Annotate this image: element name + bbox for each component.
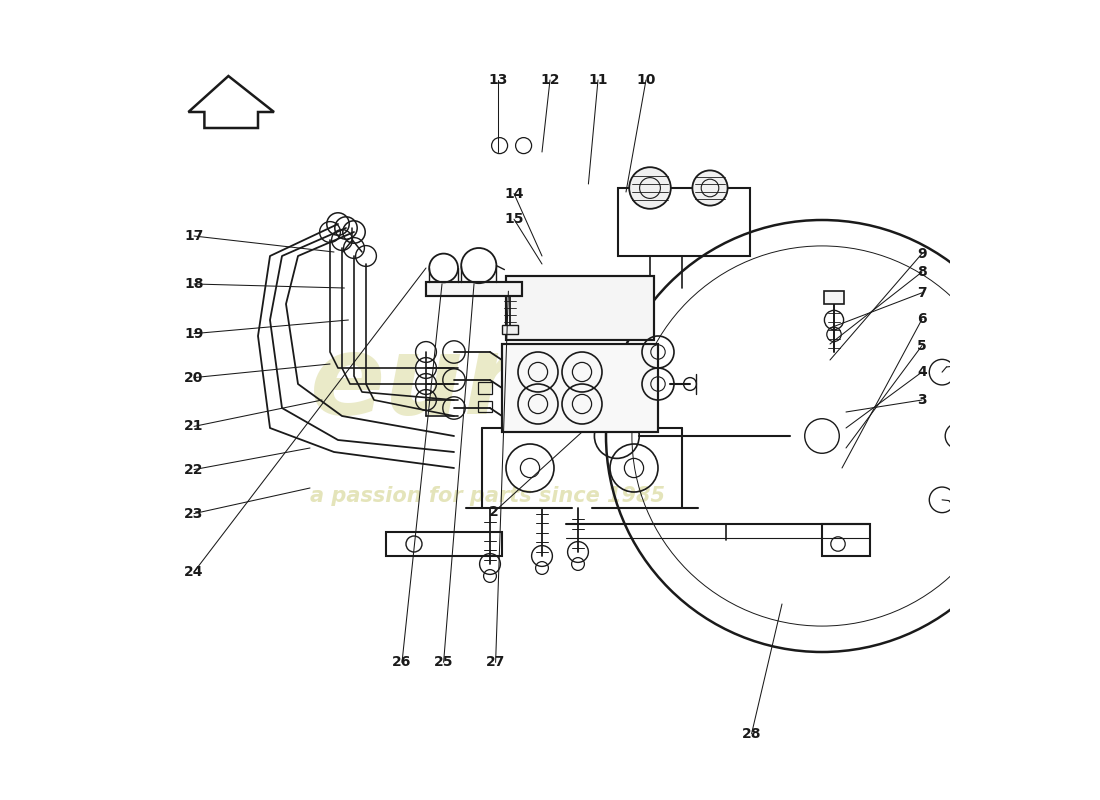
Text: 19: 19 bbox=[185, 326, 204, 341]
Text: 8: 8 bbox=[917, 265, 927, 279]
Bar bbox=[478, 401, 493, 412]
Text: 5: 5 bbox=[917, 338, 927, 353]
Text: 23: 23 bbox=[185, 506, 204, 521]
Text: 7: 7 bbox=[917, 286, 927, 300]
Text: 20: 20 bbox=[185, 370, 204, 385]
Text: 11: 11 bbox=[588, 73, 607, 87]
Bar bbox=[502, 344, 658, 432]
Text: 15: 15 bbox=[504, 212, 524, 226]
Text: 21: 21 bbox=[185, 419, 204, 434]
Text: 4: 4 bbox=[917, 365, 927, 379]
Text: a passion for parts since 1985: a passion for parts since 1985 bbox=[310, 486, 666, 506]
Bar bbox=[502, 325, 518, 334]
Text: 13: 13 bbox=[488, 73, 508, 87]
Bar bbox=[478, 382, 493, 394]
Text: 3: 3 bbox=[917, 393, 927, 407]
Text: 22: 22 bbox=[185, 462, 204, 477]
Circle shape bbox=[629, 167, 671, 209]
Bar bbox=[502, 344, 658, 432]
Text: 26: 26 bbox=[393, 655, 411, 670]
Bar bbox=[506, 276, 654, 340]
Text: 14: 14 bbox=[504, 186, 524, 201]
Text: 10: 10 bbox=[636, 73, 656, 87]
Text: 6: 6 bbox=[917, 312, 927, 326]
Bar bbox=[506, 276, 654, 340]
Text: 25: 25 bbox=[433, 655, 453, 670]
Text: euro: euro bbox=[310, 330, 595, 438]
Text: 28: 28 bbox=[741, 726, 761, 741]
Text: 17: 17 bbox=[185, 229, 204, 243]
Circle shape bbox=[692, 170, 727, 206]
Bar bbox=[618, 188, 750, 256]
Bar bbox=[426, 282, 522, 296]
Text: 2: 2 bbox=[490, 505, 499, 519]
Bar bbox=[426, 282, 522, 296]
Bar bbox=[824, 291, 844, 304]
Text: 18: 18 bbox=[185, 277, 204, 291]
Text: 27: 27 bbox=[486, 655, 505, 670]
Bar bbox=[822, 524, 870, 556]
Text: 12: 12 bbox=[540, 73, 560, 87]
Bar bbox=[386, 532, 502, 556]
Text: 9: 9 bbox=[917, 246, 927, 261]
Text: 24: 24 bbox=[185, 565, 204, 579]
